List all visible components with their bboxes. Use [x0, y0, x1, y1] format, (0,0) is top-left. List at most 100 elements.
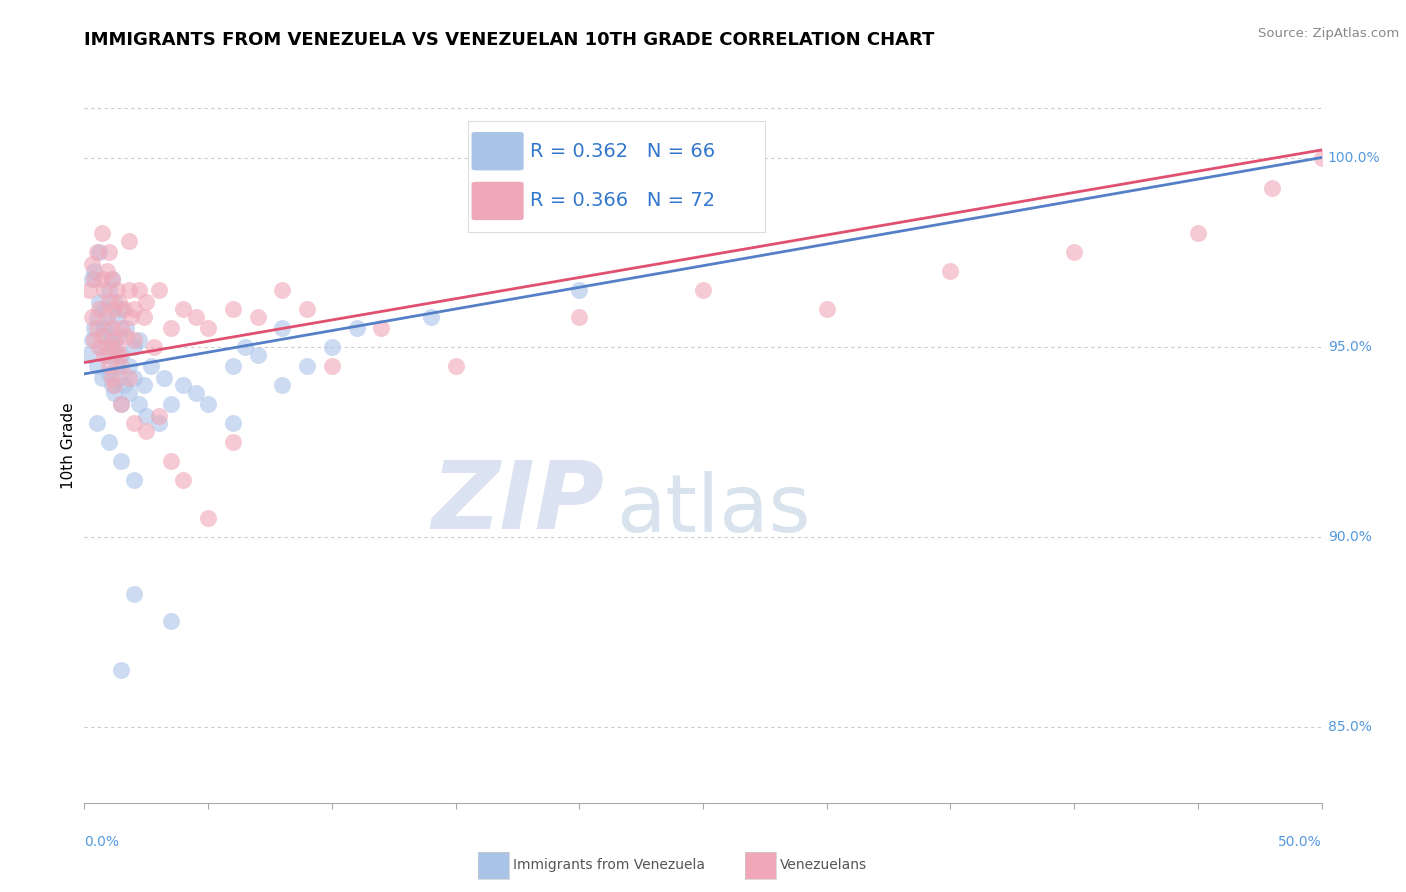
Point — [370, 321, 392, 335]
Point — [100, 321, 122, 335]
Point — [118, 385, 141, 400]
Point — [939, 264, 962, 278]
Point — [122, 333, 145, 347]
Point — [108, 329, 131, 343]
Point — [115, 329, 138, 343]
Point — [93, 284, 115, 298]
Point — [172, 378, 194, 392]
Point — [100, 272, 122, 286]
Text: R = 0.366   N = 72: R = 0.366 N = 72 — [530, 192, 716, 211]
Point — [100, 333, 122, 347]
Point — [122, 302, 145, 317]
Text: 100.0%: 100.0% — [1327, 151, 1381, 164]
Point — [160, 454, 183, 468]
Y-axis label: 10th Grade: 10th Grade — [60, 402, 76, 490]
Point — [160, 614, 183, 628]
Point — [100, 370, 122, 384]
Point — [98, 284, 121, 298]
Point — [112, 378, 135, 392]
Point — [152, 370, 174, 384]
Point — [118, 284, 141, 298]
Point — [692, 284, 714, 298]
Point — [86, 245, 108, 260]
Point — [132, 378, 155, 392]
FancyBboxPatch shape — [471, 131, 524, 171]
Point — [90, 329, 112, 343]
Point — [120, 310, 142, 324]
Point — [112, 302, 135, 317]
Point — [98, 318, 121, 332]
Point — [108, 348, 131, 362]
Point — [98, 367, 121, 381]
Point — [132, 310, 155, 324]
Point — [79, 284, 101, 298]
Point — [222, 359, 245, 374]
Point — [122, 340, 145, 354]
Text: Venezuelans: Venezuelans — [780, 858, 868, 872]
Point — [148, 416, 170, 430]
Point — [122, 416, 145, 430]
Point — [1261, 181, 1284, 195]
Point — [93, 348, 115, 362]
Point — [222, 435, 245, 450]
Point — [110, 454, 132, 468]
Point — [568, 284, 591, 298]
Point — [444, 359, 467, 374]
Point — [197, 397, 219, 411]
Point — [295, 359, 318, 374]
Point — [83, 264, 105, 278]
Point — [118, 359, 141, 374]
Point — [110, 302, 132, 317]
Point — [118, 370, 141, 384]
Point — [110, 321, 132, 335]
Point — [103, 302, 125, 317]
Point — [1063, 245, 1085, 260]
Point — [135, 424, 157, 438]
Point — [86, 359, 108, 374]
Point — [122, 370, 145, 384]
Point — [103, 340, 125, 354]
Point — [105, 310, 128, 324]
Point — [172, 473, 194, 487]
Point — [103, 378, 125, 392]
Point — [103, 333, 125, 347]
Point — [128, 397, 150, 411]
Text: IMMIGRANTS FROM VENEZUELA VS VENEZUELAN 10TH GRADE CORRELATION CHART: IMMIGRANTS FROM VENEZUELA VS VENEZUELAN … — [84, 31, 935, 49]
Point — [122, 473, 145, 487]
Point — [80, 310, 103, 324]
Point — [246, 310, 269, 324]
Point — [86, 310, 108, 324]
Point — [197, 511, 219, 525]
Point — [222, 302, 245, 317]
Text: 85.0%: 85.0% — [1327, 720, 1372, 734]
Point — [98, 294, 121, 309]
Text: ZIP: ZIP — [432, 457, 605, 549]
Point — [89, 340, 111, 354]
Point — [118, 234, 141, 248]
Text: 50.0%: 50.0% — [1278, 835, 1322, 849]
Point — [96, 348, 118, 362]
Point — [141, 359, 163, 374]
Point — [83, 333, 105, 347]
Text: 95.0%: 95.0% — [1327, 341, 1372, 354]
Point — [105, 359, 128, 374]
Text: Source: ZipAtlas.com: Source: ZipAtlas.com — [1258, 27, 1399, 40]
Point — [105, 284, 128, 298]
Point — [346, 321, 368, 335]
Point — [89, 294, 111, 309]
Point — [90, 370, 112, 384]
Point — [160, 397, 183, 411]
Point — [321, 359, 343, 374]
Point — [89, 302, 111, 317]
Text: 0.0%: 0.0% — [84, 835, 120, 849]
Point — [419, 310, 441, 324]
Text: Immigrants from Venezuela: Immigrants from Venezuela — [513, 858, 706, 872]
Point — [568, 310, 591, 324]
Point — [148, 284, 170, 298]
Point — [98, 435, 121, 450]
Point — [83, 272, 105, 286]
Point — [128, 284, 150, 298]
Point — [172, 302, 194, 317]
Point — [184, 385, 207, 400]
Point — [90, 227, 112, 241]
